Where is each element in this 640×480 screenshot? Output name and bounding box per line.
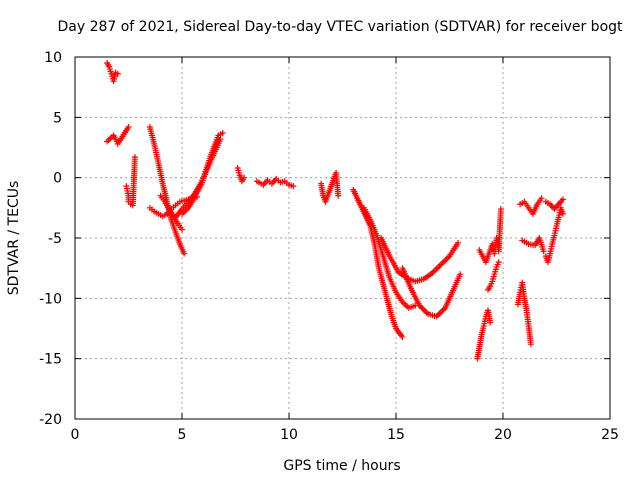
data-point	[437, 261, 444, 268]
data-point	[114, 70, 121, 77]
data-point	[527, 341, 534, 348]
y-tick-label: -20	[39, 412, 62, 428]
data-point	[432, 267, 439, 274]
data-point	[559, 196, 566, 203]
data-point	[436, 262, 443, 269]
data-point	[219, 130, 226, 137]
data-point	[457, 271, 464, 278]
plot-frame	[74, 56, 611, 420]
data-point	[440, 258, 447, 265]
data-point	[538, 195, 545, 202]
data-point	[439, 307, 446, 314]
x-tick-label: 20	[494, 427, 512, 443]
data-point	[217, 136, 224, 143]
y-tick-label: 0	[53, 171, 62, 187]
data-point	[497, 206, 504, 213]
data-point	[559, 210, 566, 217]
data-point	[419, 305, 426, 312]
grid-lines	[75, 57, 610, 419]
y-axis-label: SDTVAR / TECUs	[6, 181, 22, 296]
data-point	[435, 264, 442, 271]
y-tick-label: 10	[44, 50, 62, 66]
data-point	[487, 319, 494, 326]
data-point	[455, 239, 462, 246]
y-tick-label: -10	[39, 291, 62, 307]
data-point	[540, 248, 547, 255]
data-point	[290, 183, 297, 190]
data-point	[495, 259, 502, 266]
data-point	[437, 309, 444, 316]
data-point	[435, 312, 442, 319]
x-axis-label: GPS time / hours	[283, 458, 400, 474]
y-tick-label: 5	[53, 110, 62, 126]
data-point	[439, 260, 446, 267]
data-point	[241, 174, 248, 181]
data-point	[399, 333, 406, 340]
data-point	[181, 250, 188, 257]
data-point	[443, 255, 450, 262]
data-point	[335, 192, 342, 199]
chart-title: Day 287 of 2021, Sidereal Day-to-day VTE…	[57, 19, 623, 35]
data-point	[179, 226, 185, 233]
y-tick-label: -15	[39, 352, 62, 368]
data-point	[422, 308, 429, 315]
data-point	[442, 257, 449, 264]
data-point	[420, 306, 427, 313]
y-tick-label: -5	[48, 231, 62, 247]
x-tick-label: 10	[280, 427, 298, 443]
tick-labels: 0 5 10 15 20 25 -20 -15 -10 -5 0 5 10	[39, 50, 619, 443]
data-point	[131, 154, 138, 161]
x-tick-label: 0	[71, 427, 80, 443]
data-points	[104, 60, 566, 362]
x-tick-label: 15	[387, 427, 405, 443]
data-point	[433, 265, 440, 272]
data-point	[125, 123, 132, 130]
x-tick-label: 5	[178, 427, 187, 443]
x-tick-label: 25	[601, 427, 619, 443]
